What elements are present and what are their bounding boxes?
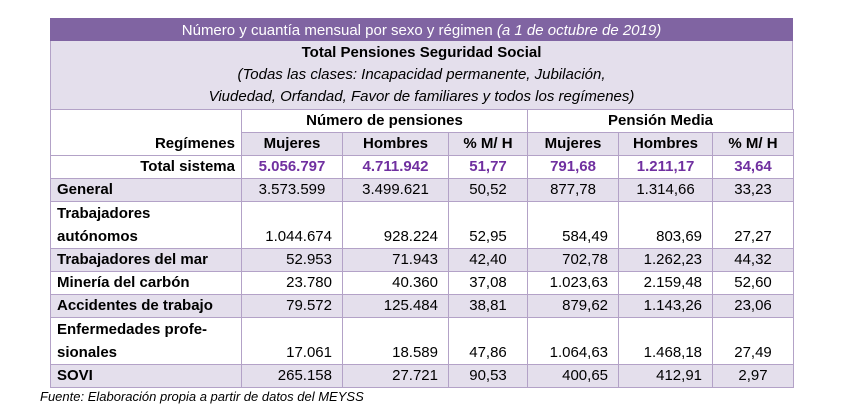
total-value: 51,77 [447, 155, 529, 179]
cell: 803,69 [618, 201, 714, 249]
cell: 1.314,66 [618, 178, 714, 202]
cell: 877,78 [527, 178, 620, 202]
cell: 412,91 [618, 364, 714, 388]
group-header-average: Pensión Media [527, 109, 795, 133]
row-name: Enfermedades profe-sionales [50, 317, 242, 365]
cell: 1.262,23 [618, 248, 714, 272]
cell: 1.143,26 [618, 294, 714, 318]
row-name: Trabajadores autónomos [50, 201, 242, 249]
title-main: Número y cuantía mensual por sexo y régi… [181, 22, 497, 39]
cell: 52,60 [712, 271, 795, 295]
cell: 702,78 [527, 248, 620, 272]
regimenes-header: Regímenes [50, 109, 242, 156]
col-header-hombres-count: Hombres [342, 132, 449, 156]
subtitle-line-1: (Todas las clases: Incapacidad permanent… [237, 66, 606, 83]
col-header-mujeres-avg: Mujeres [527, 132, 620, 156]
cell: 44,32 [712, 248, 795, 272]
cell: 37,08 [447, 271, 529, 295]
total-value: 34,64 [712, 155, 795, 179]
header-row-groups: Regímenes Número de pensiones Pensión Me… [50, 109, 795, 156]
total-value: 791,68 [527, 155, 620, 179]
table-row: SOVI 265.158 27.721 90,53 400,65 412,91 … [50, 364, 795, 388]
cell: 42,40 [447, 248, 529, 272]
group-header-count: Número de pensiones [240, 109, 529, 133]
cell: 23,06 [712, 294, 795, 318]
row-name-line: Enfermedades profe- [57, 321, 208, 338]
row-name: General [50, 178, 242, 202]
row-name: Trabajadores del mar [50, 248, 242, 272]
table-row: Minería del carbón 23.780 40.360 37,08 1… [50, 271, 795, 295]
cell: 90,53 [447, 364, 529, 388]
row-name: SOVI [50, 364, 242, 388]
row-name-line: Trabajadores [57, 205, 151, 222]
cell: 125.484 [342, 294, 449, 318]
subtitle-line-2: Viudedad, Orfandad, Favor de familiares … [208, 88, 635, 105]
table-row: General 3.573.599 3.499.621 50,52 877,78… [50, 178, 795, 202]
table-subtitle: Total Pensiones Seguridad Social (Todas … [50, 41, 793, 109]
col-header-pct-avg: % M/ H [712, 132, 795, 156]
total-value: 5.056.797 [241, 155, 343, 179]
table-row: Accidentes de trabajo 79.572 125.484 38,… [50, 294, 795, 318]
cell: 33,23 [712, 178, 795, 202]
cell: 1.468,18 [618, 317, 714, 365]
cell: 400,65 [527, 364, 620, 388]
cell: 1.044.674 [241, 201, 343, 249]
cell: 928.224 [342, 201, 449, 249]
cell: 2.159,48 [618, 271, 714, 295]
cell: 79.572 [241, 294, 343, 318]
table-row: Enfermedades profe-sionales 17.061 18.58… [50, 317, 795, 365]
table-title: Número y cuantía mensual por sexo y régi… [50, 18, 793, 41]
row-name: Minería del carbón [50, 271, 242, 295]
cell: 52.953 [241, 248, 343, 272]
total-value: 1.211,17 [618, 155, 714, 179]
col-header-pct-count: % M/ H [447, 132, 529, 156]
subtitle-heading: Total Pensiones Seguridad Social [301, 44, 542, 61]
cell: 27.721 [342, 364, 449, 388]
cell: 584,49 [527, 201, 620, 249]
col-header-hombres-avg: Hombres [618, 132, 714, 156]
col-header-mujeres-count: Mujeres [241, 132, 343, 156]
row-name: Accidentes de trabajo [50, 294, 242, 318]
cell: 1.023,63 [527, 271, 620, 295]
row-name-line: sionales [57, 344, 118, 361]
total-row: Total sistema 5.056.797 4.711.942 51,77 … [50, 155, 795, 179]
table-row: Trabajadores del mar 52.953 71.943 42,40… [50, 248, 795, 272]
total-value: 4.711.942 [342, 155, 449, 179]
cell: 18.589 [342, 317, 449, 365]
cell: 2,97 [712, 364, 795, 388]
cell: 3.573.599 [241, 178, 343, 202]
cell: 23.780 [241, 271, 343, 295]
cell: 3.499.621 [342, 178, 449, 202]
source-footnote: Fuente: Elaboración propia a partir de d… [40, 389, 364, 404]
table-row: Trabajadores autónomos 1.044.674 928.224 … [50, 201, 795, 249]
cell: 879,62 [527, 294, 620, 318]
cell: 27,49 [712, 317, 795, 365]
cell: 265.158 [241, 364, 343, 388]
cell: 47,86 [447, 317, 529, 365]
cell: 71.943 [342, 248, 449, 272]
pension-table: Regímenes Número de pensiones Pensión Me… [50, 109, 795, 388]
cell: 38,81 [447, 294, 529, 318]
cell: 52,95 [447, 201, 529, 249]
pension-table-container: Número y cuantía mensual por sexo y régi… [50, 18, 795, 388]
title-date: (a 1 de octubre de 2019) [496, 22, 662, 39]
cell: 27,27 [712, 201, 795, 249]
cell: 1.064,63 [527, 317, 620, 365]
row-name-line: autónomos [57, 228, 138, 245]
cell: 50,52 [447, 178, 529, 202]
total-label: Total sistema [50, 155, 242, 179]
cell: 17.061 [241, 317, 343, 365]
cell: 40.360 [342, 271, 449, 295]
